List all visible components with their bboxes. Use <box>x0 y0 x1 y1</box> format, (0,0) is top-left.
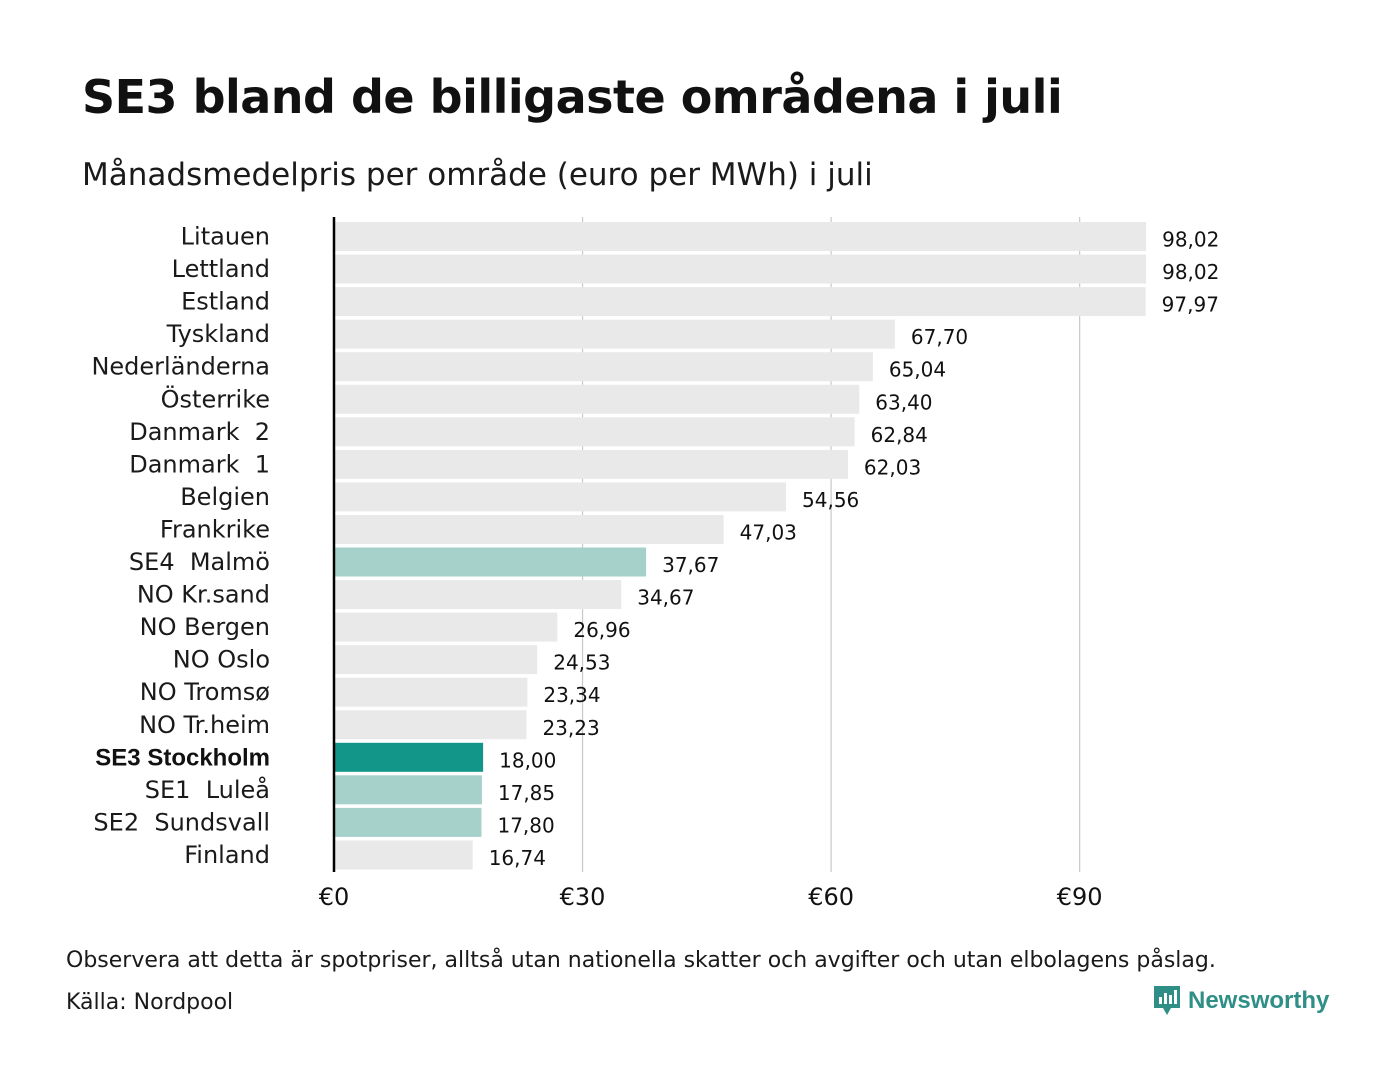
value-label-no-bergen: 26,96 <box>573 618 630 642</box>
bar-frankrike <box>334 514 724 544</box>
bar-litauen <box>334 222 1147 251</box>
bar-no-tr-heim <box>334 710 527 740</box>
bar-finland <box>334 840 473 870</box>
value-label-osterrike: 63,40 <box>875 390 932 414</box>
x-tick-label-30: €30 <box>560 883 606 911</box>
value-label-finland: 16,74 <box>489 846 546 870</box>
value-label-no-tr-heim: 23,23 <box>542 716 599 740</box>
x-axis-ticks: €0 €30 €60 €90 <box>319 883 1103 911</box>
bar-estland <box>334 287 1146 317</box>
value-label-nederlanderna: 65,04 <box>889 358 946 382</box>
category-label-tyskland: Tyskland <box>166 320 270 348</box>
chart-subtitle: Månadsmedelpris per område (euro per MWh… <box>82 157 873 193</box>
value-label-no-kr-sand: 34,67 <box>637 586 694 610</box>
bar-danmark-1 <box>334 449 848 479</box>
value-label-se3-stockholm: 18,00 <box>499 748 556 772</box>
newsworthy-logo[interactable]: Newsworthy <box>1152 984 1329 1018</box>
category-label-se2-sundsvall: SE2 Sundsvall <box>93 808 270 836</box>
x-tick-label-60: €60 <box>808 883 854 911</box>
value-label-se2-sundsvall: 17,80 <box>497 813 554 837</box>
chart-title: SE3 bland de billigaste områdena i juli <box>82 70 1063 124</box>
category-label-no-oslo: NO Oslo <box>173 646 270 674</box>
bar-belgien <box>334 482 787 512</box>
category-label-no-kr-sand: NO Kr.sand <box>137 581 270 609</box>
bar-chart: Litauen Lettland Estland Tyskland Nederlände… <box>91 217 1220 911</box>
newsworthy-chart-icon <box>1154 986 1180 1015</box>
category-labels: Litauen Lettland Estland Tyskland Nederlände… <box>91 223 270 869</box>
category-label-finland: Finland <box>184 841 270 869</box>
category-label-litauen: Litauen <box>181 223 270 251</box>
bar-lettland <box>334 254 1147 284</box>
value-label-frankrike: 47,03 <box>740 520 797 544</box>
bar-no-bergen <box>334 612 558 642</box>
bar-osterrike <box>334 384 860 414</box>
source-label: Källa: Nordpool <box>66 990 234 1015</box>
bar-tyskland <box>334 319 895 349</box>
value-label-estland: 97,97 <box>1162 293 1219 317</box>
category-label-belgien: Belgien <box>180 483 270 511</box>
bar-nederlanderna <box>334 352 873 382</box>
bar-se1-lulea <box>334 775 482 805</box>
value-label-danmark-2: 62,84 <box>871 423 928 447</box>
category-label-se3-stockholm: SE3 Stockholm <box>95 744 270 771</box>
value-label-se4-malmo: 37,67 <box>662 553 719 577</box>
value-label-se1-lulea: 17,85 <box>498 781 555 805</box>
category-label-danmark-1: Danmark 1 <box>129 450 270 478</box>
category-label-se4-malmo: SE4 Malmö <box>129 548 270 576</box>
category-label-estland: Estland <box>181 288 270 316</box>
category-label-no-bergen: NO Bergen <box>140 613 270 641</box>
bar-se2-sundsvall <box>334 807 482 837</box>
bar-no-troms <box>334 677 528 707</box>
x-tick-label-0: €0 <box>319 883 350 911</box>
x-tick-label-90: €90 <box>1057 883 1103 911</box>
footnote: Observera att detta är spotpriser, allts… <box>66 948 1216 973</box>
value-labels: 98,02 98,02 97,97 67,70 65,04 63,40 62,84 62,03… <box>489 228 1220 870</box>
value-label-no-oslo: 24,53 <box>553 651 610 675</box>
value-label-lettland: 98,02 <box>1162 260 1219 284</box>
bar-no-oslo <box>334 645 538 675</box>
bar-se3-stockholm <box>334 742 484 772</box>
logo-text: Newsworthy <box>1188 987 1330 1014</box>
category-label-nederlanderna: Nederländerna <box>91 353 270 381</box>
category-label-danmark-2: Danmark 2 <box>129 418 270 446</box>
bar-danmark-2 <box>334 417 855 447</box>
bar-se4-malmo <box>334 547 647 577</box>
category-label-frankrike: Frankrike <box>160 515 270 543</box>
category-label-lettland: Lettland <box>172 255 270 283</box>
value-label-no-troms: 23,34 <box>543 683 600 707</box>
category-label-osterrike: Österrike <box>161 384 270 413</box>
category-label-no-troms: NO Tromsø <box>140 678 270 706</box>
value-label-tyskland: 67,70 <box>911 325 968 349</box>
bars <box>334 222 1147 870</box>
category-label-no-tr-heim: NO Tr.heim <box>139 711 270 739</box>
value-label-belgien: 54,56 <box>802 488 859 512</box>
bar-no-kr-sand <box>334 580 622 610</box>
value-label-litauen: 98,02 <box>1162 228 1219 252</box>
value-label-danmark-1: 62,03 <box>864 455 921 479</box>
category-label-se1-lulea: SE1 Luleå <box>145 775 270 804</box>
